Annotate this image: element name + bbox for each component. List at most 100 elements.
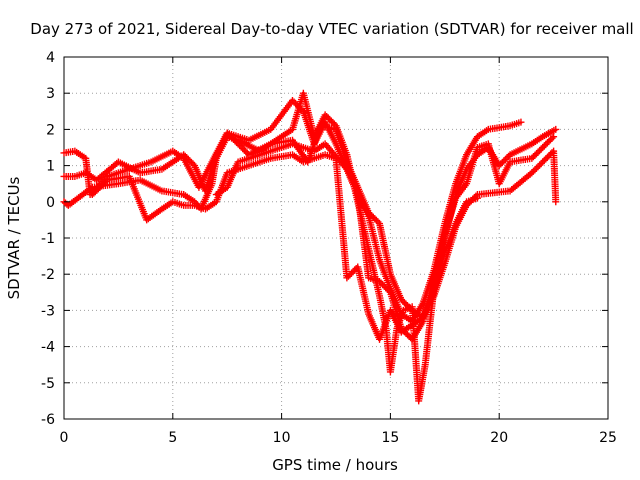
data-point bbox=[368, 212, 376, 220]
data-point bbox=[537, 160, 545, 168]
data-point bbox=[374, 218, 382, 226]
series-4 bbox=[88, 147, 560, 343]
x-tick-label: 0 bbox=[60, 430, 69, 446]
y-tick-label: -5 bbox=[41, 376, 55, 392]
data-point bbox=[501, 155, 509, 163]
data-point bbox=[528, 154, 536, 162]
data-point bbox=[372, 216, 380, 224]
data-point bbox=[329, 119, 337, 127]
data-point bbox=[539, 144, 547, 151]
data-point bbox=[186, 157, 194, 165]
series-3 bbox=[60, 89, 481, 405]
y-tick-label: -3 bbox=[41, 303, 55, 319]
x-tick-label: 5 bbox=[168, 430, 177, 446]
data-point bbox=[324, 114, 332, 122]
y-tick-label: 3 bbox=[46, 86, 55, 102]
y-tick-label: -1 bbox=[41, 231, 55, 247]
data-point bbox=[503, 154, 511, 162]
data-point bbox=[531, 151, 539, 159]
data-point bbox=[397, 325, 405, 332]
data-point bbox=[189, 160, 197, 168]
y-tick-label: -6 bbox=[41, 412, 55, 428]
data-point bbox=[498, 158, 506, 166]
data-point bbox=[400, 299, 408, 307]
data-point bbox=[326, 116, 334, 124]
data-point bbox=[397, 296, 405, 304]
data-point bbox=[237, 143, 245, 151]
series-5 bbox=[212, 133, 558, 343]
data-point bbox=[240, 146, 248, 154]
data-point bbox=[403, 331, 411, 339]
data-point bbox=[321, 111, 329, 119]
data-point bbox=[102, 178, 110, 186]
data-point bbox=[500, 157, 508, 165]
data-point bbox=[377, 279, 385, 287]
data-point bbox=[327, 117, 335, 125]
data-point bbox=[497, 160, 505, 168]
data-point bbox=[552, 125, 560, 133]
data-point bbox=[376, 277, 384, 285]
data-point bbox=[369, 213, 377, 221]
data-point bbox=[365, 209, 373, 217]
data-point bbox=[537, 145, 545, 153]
y-tick-label: 2 bbox=[46, 122, 55, 138]
data-point bbox=[495, 162, 503, 170]
data-point bbox=[463, 201, 471, 209]
data-point bbox=[546, 136, 554, 144]
x-tick-label: 10 bbox=[273, 430, 291, 446]
data-point bbox=[187, 158, 195, 166]
data-point bbox=[400, 328, 408, 336]
y-axis-label: SDTVAR / TECUs bbox=[5, 176, 23, 299]
y-tick-label: 1 bbox=[46, 159, 55, 175]
x-tick-label: 20 bbox=[490, 430, 508, 446]
data-point bbox=[379, 281, 387, 289]
data-point bbox=[242, 148, 250, 156]
data-point bbox=[466, 198, 474, 206]
data-point bbox=[402, 329, 410, 337]
data-point bbox=[383, 285, 391, 293]
data-point bbox=[543, 153, 551, 161]
axis-ticks: 0 5 10 15 20 25 -6 -5 -4 -3 -2 -1 0 1 2 3 4 bbox=[41, 50, 617, 446]
data-point bbox=[346, 271, 354, 279]
y-tick-label: -4 bbox=[41, 340, 55, 356]
x-tick-label: 15 bbox=[381, 430, 399, 446]
data-point bbox=[469, 195, 477, 203]
y-tick-label: 4 bbox=[46, 50, 55, 66]
data-point bbox=[517, 118, 525, 126]
data-point bbox=[288, 96, 296, 104]
chart-title: Day 273 of 2021, Sidereal Day-to-day VTE… bbox=[30, 20, 633, 38]
data-point bbox=[536, 161, 544, 169]
data-point bbox=[399, 326, 407, 334]
data-point bbox=[533, 150, 541, 158]
data-point bbox=[534, 148, 542, 156]
data-point bbox=[542, 155, 550, 163]
data-point bbox=[399, 297, 407, 305]
data-point bbox=[290, 98, 298, 106]
data-point bbox=[467, 197, 475, 205]
data-point bbox=[366, 210, 374, 218]
data-point bbox=[546, 150, 554, 158]
data-point bbox=[464, 200, 472, 208]
y-tick-label: -2 bbox=[41, 267, 55, 283]
data-point bbox=[382, 284, 390, 292]
data-point bbox=[351, 266, 359, 274]
data-point bbox=[533, 164, 541, 172]
data-point bbox=[536, 147, 544, 155]
data-point bbox=[529, 153, 537, 161]
data-point bbox=[543, 139, 551, 147]
data-point bbox=[505, 152, 513, 160]
data-point bbox=[380, 282, 388, 290]
data-point bbox=[330, 120, 338, 128]
data-point bbox=[534, 163, 542, 171]
data-point bbox=[385, 287, 393, 295]
data-point bbox=[470, 194, 478, 202]
data-point bbox=[540, 156, 548, 164]
data-point bbox=[343, 274, 351, 282]
data-point bbox=[323, 112, 331, 120]
data-point bbox=[548, 134, 556, 142]
data-point bbox=[552, 198, 560, 206]
data-point bbox=[542, 140, 550, 148]
grid bbox=[64, 57, 608, 419]
data-point bbox=[528, 169, 536, 177]
